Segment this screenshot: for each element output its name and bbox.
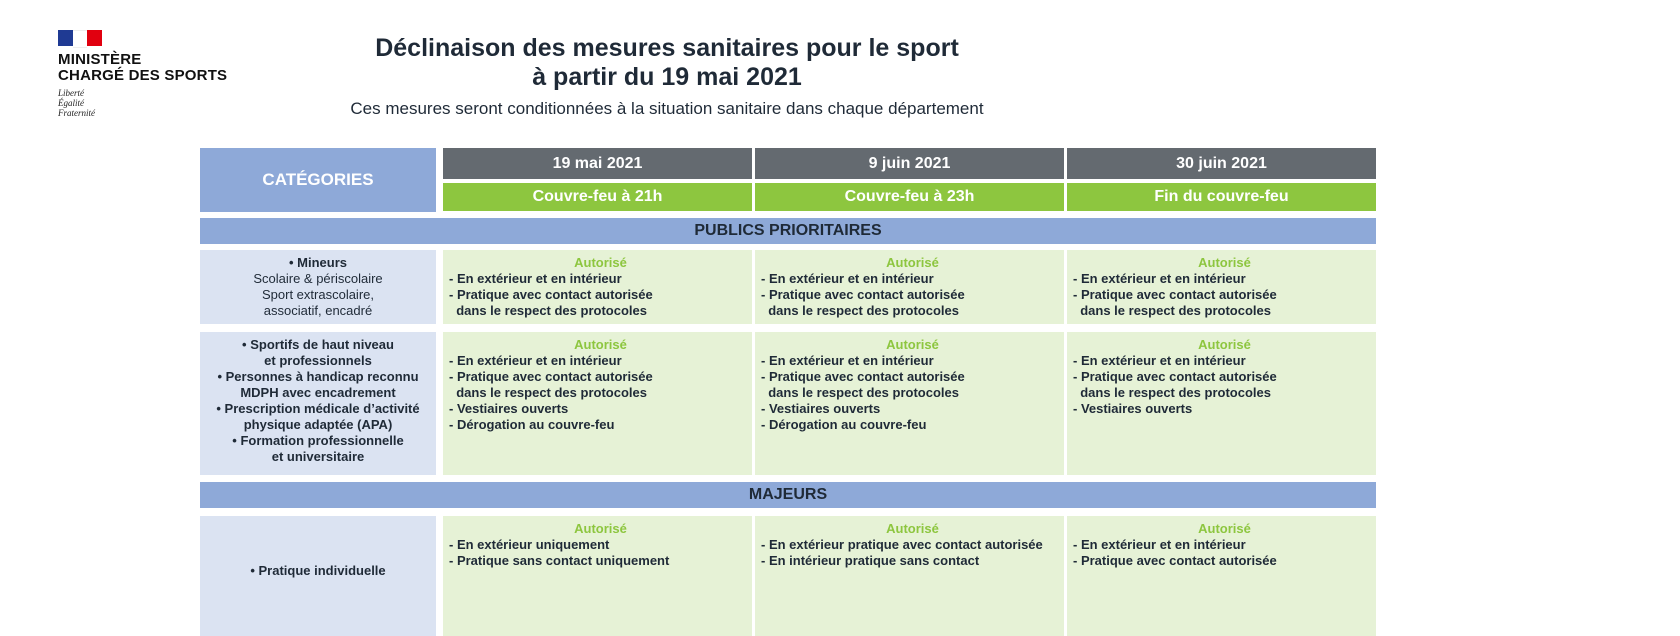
table-row: • Sportifs de haut niveau et professionn… bbox=[200, 332, 1376, 475]
measure-line: - Pratique avec contact autorisée bbox=[1073, 553, 1277, 568]
measure-line: - Dérogation au couvre-feu bbox=[449, 417, 615, 432]
measure-line: - Dérogation au couvre-feu bbox=[761, 417, 927, 432]
measure-line: - Vestiaires ouverts bbox=[761, 401, 881, 416]
measure-line: dans le respect des protocoles bbox=[449, 385, 647, 400]
measure-line: - En extérieur et en intérieur bbox=[761, 353, 934, 368]
title-line-2: à partir du 19 mai 2021 bbox=[532, 63, 802, 91]
date-header: 30 juin 2021 bbox=[1067, 148, 1376, 179]
measure-line: - En extérieur pratique avec contact aut… bbox=[761, 537, 1043, 552]
status-authorized: Autorisé bbox=[886, 521, 939, 536]
measure-cell: Autorisé - En extérieur pratique avec co… bbox=[755, 516, 1064, 636]
label-line: Sport extrascolaire, bbox=[262, 287, 374, 302]
label-line: et universitaire bbox=[271, 449, 365, 464]
measure-line: dans le respect des protocoles bbox=[761, 385, 959, 400]
status-authorized: Autorisé bbox=[1198, 255, 1251, 270]
measure-line: - Pratique avec contact autorisée bbox=[1073, 287, 1277, 302]
measure-line: dans le respect des protocoles bbox=[449, 303, 647, 318]
status-authorized: Autorisé bbox=[574, 255, 627, 270]
status-authorized: Autorisé bbox=[574, 337, 627, 352]
measure-line: - En extérieur et en intérieur bbox=[449, 353, 622, 368]
measure-line: - Vestiaires ouverts bbox=[449, 401, 569, 416]
measure-line: - En intérieur pratique sans contact bbox=[761, 553, 980, 568]
page-title: Déclinaison des mesures sanitaires pour … bbox=[0, 34, 1334, 92]
measure-line: - En extérieur et en intérieur bbox=[449, 271, 622, 286]
curfew-header: Fin du couvre-feu bbox=[1067, 183, 1376, 211]
measure-cell: Autorisé - En extérieur et en intérieur … bbox=[1067, 332, 1376, 475]
curfew-header: Couvre-feu à 23h bbox=[755, 183, 1064, 211]
section-prioritaires: PUBLICS PRIORITAIRES bbox=[200, 218, 1376, 244]
period-col-1: 19 mai 2021 Couvre-feu à 21h bbox=[443, 148, 752, 212]
row-label: • Pratique individuelle bbox=[200, 516, 436, 636]
section-majeurs: MAJEURS bbox=[200, 482, 1376, 508]
status-authorized: Autorisé bbox=[886, 255, 939, 270]
measure-line: - Pratique avec contact autorisée bbox=[1073, 369, 1277, 384]
motto-fraternite: Fraternité bbox=[58, 108, 95, 118]
measure-line: dans le respect des protocoles bbox=[1073, 385, 1271, 400]
row-label: • Sportifs de haut niveau et professionn… bbox=[200, 332, 436, 475]
label-line: • Personnes à handicap reconnu bbox=[217, 369, 419, 384]
label-line: • Sportifs de haut niveau bbox=[242, 337, 394, 352]
table-row: • Pratique individuelle Autorisé - En ex… bbox=[200, 516, 1376, 636]
measure-line: - Pratique avec contact autorisée bbox=[761, 287, 965, 302]
measure-line: - En extérieur et en intérieur bbox=[761, 271, 934, 286]
label-line: associatif, encadré bbox=[263, 303, 373, 318]
measure-cell: Autorisé - En extérieur et en intérieur … bbox=[443, 250, 752, 324]
motto-egalite: Égalité bbox=[58, 98, 84, 108]
measure-cell: Autorisé - En extérieur uniquement - Pra… bbox=[443, 516, 752, 636]
measure-cell: Autorisé - En extérieur et en intérieur … bbox=[1067, 250, 1376, 324]
period-col-3: 30 juin 2021 Fin du couvre-feu bbox=[1067, 148, 1376, 212]
row-label: • Mineurs Scolaire & périscolaire Sport … bbox=[200, 250, 436, 324]
measure-line: - En extérieur uniquement bbox=[449, 537, 610, 552]
measure-line: dans le respect des protocoles bbox=[761, 303, 959, 318]
measure-cell: Autorisé - En extérieur et en intérieur … bbox=[443, 332, 752, 475]
date-header: 9 juin 2021 bbox=[755, 148, 1064, 179]
status-authorized: Autorisé bbox=[1198, 337, 1251, 352]
measure-cell: Autorisé - En extérieur et en intérieur … bbox=[1067, 516, 1376, 636]
logo-line-1: MINISTÈRE bbox=[58, 51, 142, 68]
label-line: et professionnels bbox=[264, 353, 372, 368]
measure-line: - Pratique avec contact autorisée bbox=[449, 369, 653, 384]
measure-line: - En extérieur et en intérieur bbox=[1073, 353, 1246, 368]
period-col-2: 9 juin 2021 Couvre-feu à 23h bbox=[755, 148, 1064, 212]
label-line: • Pratique individuelle bbox=[250, 563, 386, 578]
measure-cell: Autorisé - En extérieur et en intérieur … bbox=[755, 332, 1064, 475]
measure-line: - Pratique sans contact uniquement bbox=[449, 553, 670, 568]
measure-cell: Autorisé - En extérieur et en intérieur … bbox=[755, 250, 1064, 324]
label-line: • Formation professionnelle bbox=[232, 433, 404, 448]
categories-header: CATÉGORIES bbox=[200, 148, 436, 212]
status-authorized: Autorisé bbox=[574, 521, 627, 536]
french-flag-icon bbox=[58, 30, 103, 48]
measure-line: dans le respect des protocoles bbox=[1073, 303, 1271, 318]
label-line: physique adaptée (APA) bbox=[243, 417, 393, 432]
ministry-logo: MINISTÈRE CHARGÉ DES SPORTS Liberté Égal… bbox=[58, 30, 258, 118]
date-header: 19 mai 2021 bbox=[443, 148, 752, 179]
motto-liberte: Liberté bbox=[58, 88, 84, 98]
measure-line: - Pratique avec contact autorisée bbox=[449, 287, 653, 302]
label-line: • Mineurs bbox=[288, 255, 347, 270]
measure-line: - Pratique avec contact autorisée bbox=[761, 369, 965, 384]
measure-line: - En extérieur et en intérieur bbox=[1073, 271, 1246, 286]
title-line-1: Déclinaison des mesures sanitaires pour … bbox=[375, 34, 959, 62]
table-row: • Mineurs Scolaire & périscolaire Sport … bbox=[200, 250, 1376, 324]
page-subtitle: Ces mesures seront conditionnées à la si… bbox=[350, 99, 984, 118]
logo-line-2: CHARGÉ DES SPORTS bbox=[58, 67, 228, 84]
status-authorized: Autorisé bbox=[1198, 521, 1251, 536]
measure-line: - En extérieur et en intérieur bbox=[1073, 537, 1246, 552]
label-line: • Prescription médicale d’activité bbox=[216, 401, 420, 416]
measure-line: - Vestiaires ouverts bbox=[1073, 401, 1193, 416]
curfew-header: Couvre-feu à 21h bbox=[443, 183, 752, 211]
label-line: MDPH avec encadrement bbox=[240, 385, 396, 400]
measures-table: CATÉGORIES 19 mai 2021 Couvre-feu à 21h … bbox=[200, 148, 1376, 636]
table-header: CATÉGORIES 19 mai 2021 Couvre-feu à 21h … bbox=[200, 148, 1376, 212]
label-line: Scolaire & périscolaire bbox=[253, 271, 383, 286]
logo-motto: Liberté Égalité Fraternité bbox=[58, 88, 258, 118]
status-authorized: Autorisé bbox=[886, 337, 939, 352]
